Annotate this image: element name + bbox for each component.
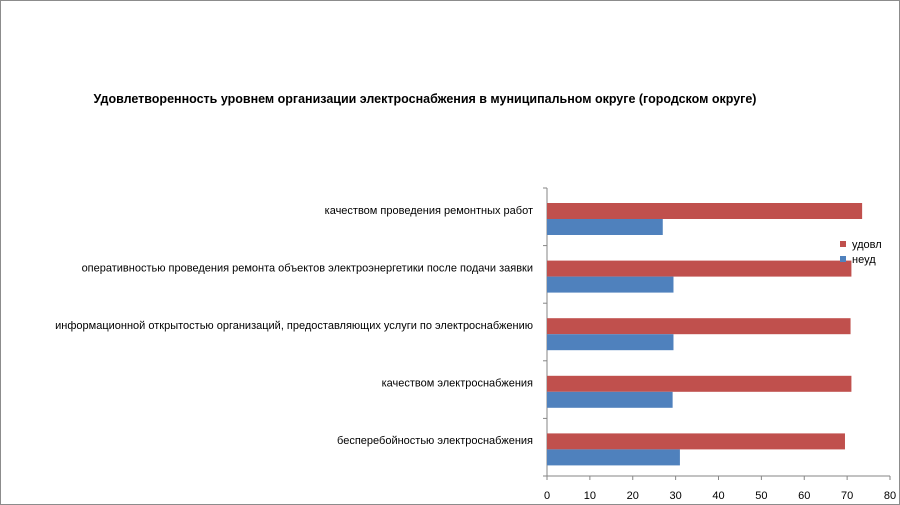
x-tick-label: 40 xyxy=(712,490,724,502)
category-label: качеством электроснабжения xyxy=(382,378,533,390)
bar-udovl xyxy=(547,203,863,219)
bar-neud xyxy=(547,219,663,235)
x-tick-label: 10 xyxy=(584,490,596,502)
category-label: качеством проведения ремонтных работ xyxy=(325,205,533,217)
bar-neud xyxy=(547,334,674,351)
category-label: информационной открытостью организаций, … xyxy=(55,320,533,332)
bar-udovl xyxy=(547,433,845,450)
bar-udovl xyxy=(547,375,852,392)
chart-title: Удовлетворенность уровнем организации эл… xyxy=(94,92,757,106)
bar-neud xyxy=(547,276,674,293)
x-tick-label: 20 xyxy=(627,490,639,502)
x-tick-label: 60 xyxy=(798,490,810,502)
x-tick-label: 30 xyxy=(670,490,682,502)
bar-udovl xyxy=(547,318,851,335)
x-tick-label: 80 xyxy=(884,490,896,502)
x-tick-label: 50 xyxy=(755,490,767,502)
bar-neud xyxy=(547,449,680,466)
x-tick-label: 0 xyxy=(544,490,550,502)
bar-udovl xyxy=(547,260,852,277)
category-label: оперативностью проведения ремонта объект… xyxy=(82,262,533,274)
bar-neud xyxy=(547,391,673,408)
legend: удовл неуд xyxy=(840,239,882,266)
x-tick-label: 70 xyxy=(841,490,853,502)
legend-label: неуд xyxy=(852,254,876,266)
legend-swatch xyxy=(840,241,846,247)
category-label: бесперебойностью электроснабжения xyxy=(337,435,533,447)
legend-label: удовл xyxy=(852,239,882,251)
legend-swatch xyxy=(840,256,846,262)
plot-area: 0 10 20 30 40 50 60 70 80 бесперебойностью электр… xyxy=(55,187,896,502)
